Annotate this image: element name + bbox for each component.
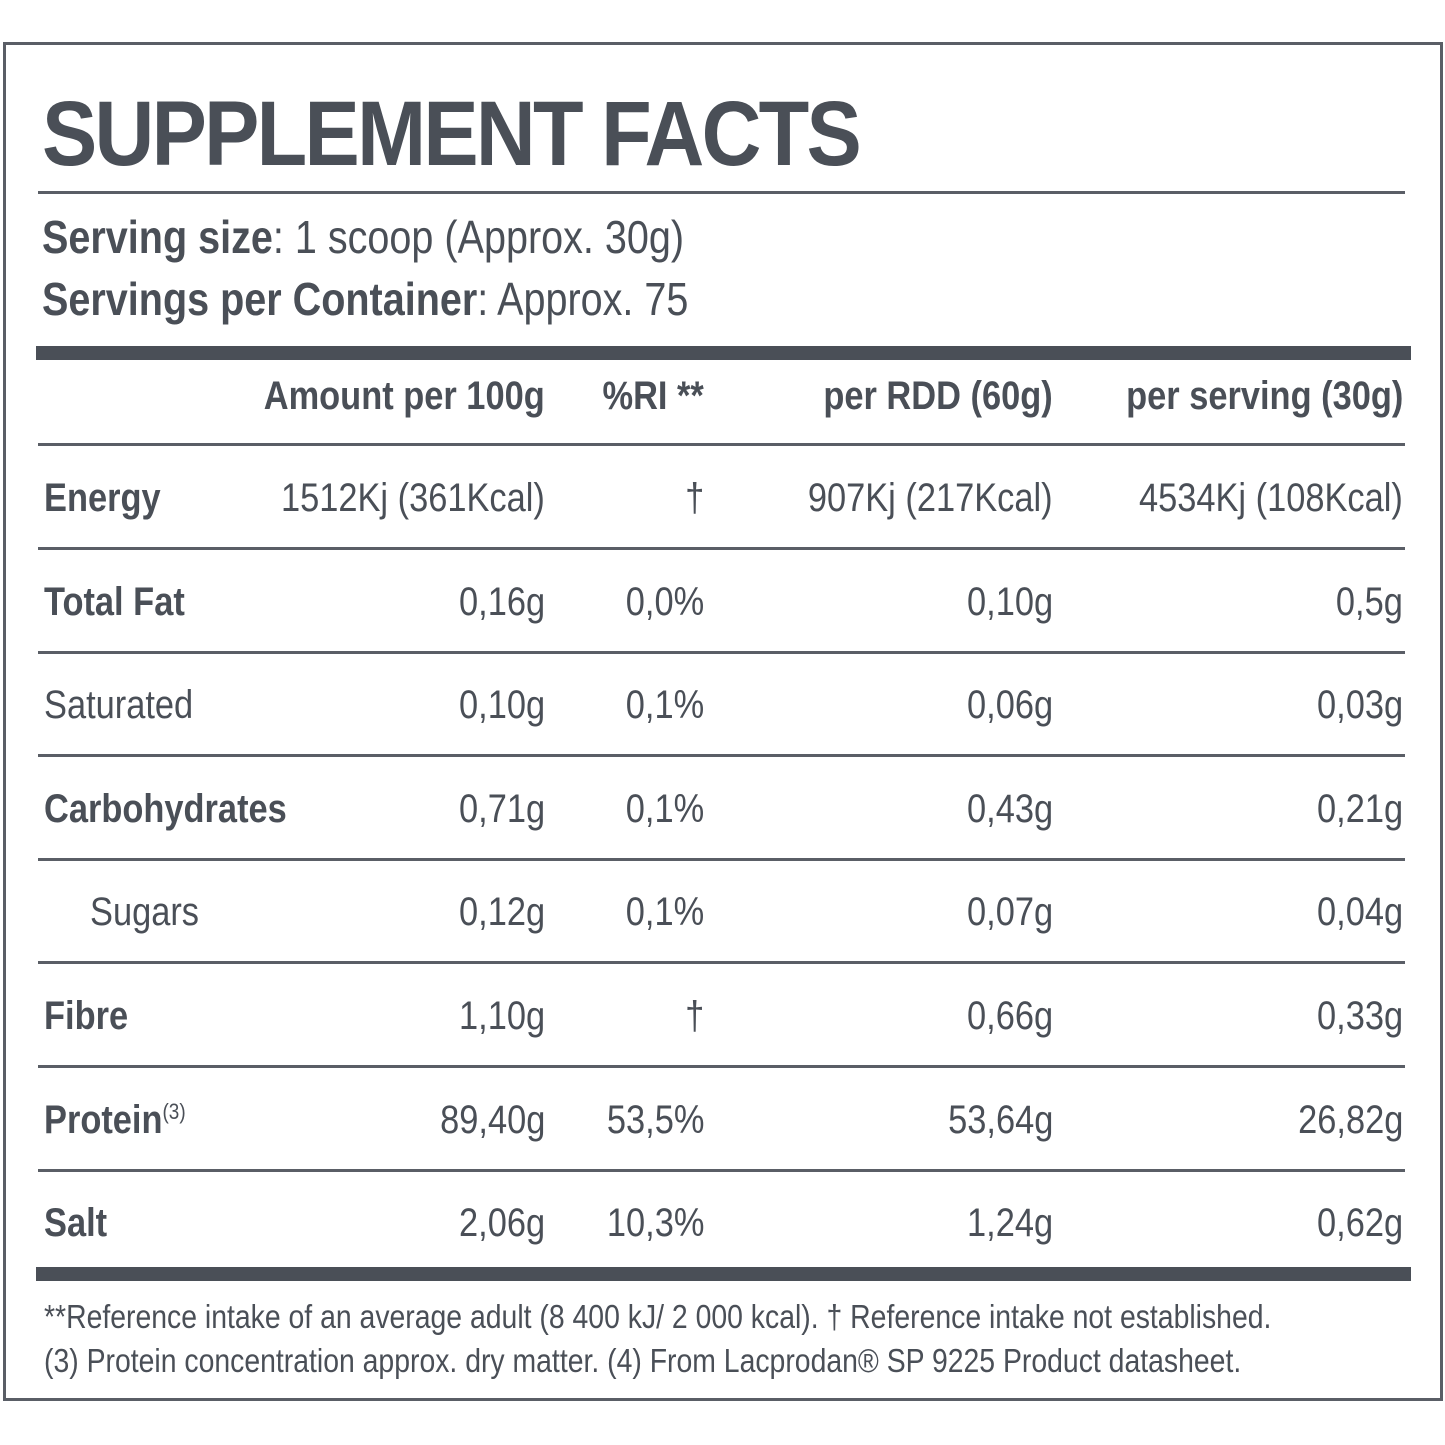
- cell-value: 0,16g: [458, 579, 545, 624]
- cell-value: †: [684, 994, 704, 1038]
- cell-value: 0,10g: [458, 683, 545, 728]
- cell-value: 0,71g: [458, 786, 545, 831]
- footnote-ref: (3): [162, 1098, 186, 1124]
- row-label: Sugars: [90, 890, 199, 935]
- nutrient-name: Fibre: [44, 994, 129, 1038]
- row-label: Salt: [44, 1201, 107, 1246]
- thick-divider: [36, 346, 1411, 360]
- cell-value: 2,06g: [458, 1201, 545, 1246]
- label-frame: [3, 42, 1443, 1401]
- cell-value: 0,43g: [966, 786, 1053, 831]
- servings-per-container-label: Servings per Container: [42, 273, 478, 325]
- cell-value: 1,24g: [966, 1201, 1053, 1246]
- cell-value: 53,64g: [947, 1097, 1053, 1142]
- row-divider: [38, 1065, 1405, 1068]
- cell-value: 1512Kj (361Kcal): [281, 476, 545, 520]
- thick-divider: [36, 1267, 1411, 1281]
- cell-value: 10,3%: [606, 1201, 704, 1246]
- cell-value: 907Kj (217Kcal): [808, 476, 1053, 520]
- nutrient-name: Saturated: [44, 683, 194, 728]
- row-label: Protein(3): [44, 1098, 186, 1143]
- row-divider: [38, 857, 1405, 861]
- row-divider: [38, 547, 1405, 550]
- cell-value: 0,62g: [1316, 1201, 1403, 1246]
- nutrient-name: Protein: [44, 1097, 163, 1142]
- serving-size-value: : 1 scoop (Approx. 30g): [272, 211, 685, 263]
- cell-value: 0,66g: [966, 994, 1053, 1038]
- cell-value: 4534Kj (108Kcal): [1139, 476, 1403, 520]
- nutrient-name: Total Fat: [44, 579, 185, 624]
- cell-value: 0,12g: [458, 890, 545, 935]
- cell-value: 0,03g: [1316, 683, 1403, 728]
- cell-value: 0,1%: [625, 890, 704, 935]
- cell-value: 0,33g: [1316, 994, 1403, 1038]
- row-label: Energy: [44, 476, 161, 521]
- cell-value: 1,10g: [458, 994, 545, 1038]
- row-label: Total Fat: [44, 580, 185, 625]
- row-divider: [38, 754, 1405, 758]
- serving-size: Serving size: 1 scoop (Approx. 30g): [42, 210, 684, 264]
- cell-value: 0,0%: [625, 579, 704, 624]
- row-divider: [38, 961, 1405, 965]
- cell-value: 0,06g: [966, 683, 1053, 728]
- cell-value: 0,07g: [966, 890, 1053, 935]
- cell-value: 26,82g: [1297, 1097, 1403, 1142]
- column-header: per RDD (60g): [823, 374, 1053, 418]
- footnote: (3) Protein concentration approx. dry ma…: [44, 1342, 1242, 1379]
- cell-value: 0,1%: [625, 786, 704, 831]
- row-label: Saturated: [44, 683, 193, 728]
- column-header: %RI **: [602, 374, 704, 418]
- footnote: **Reference intake of an average adult (…: [44, 1298, 1272, 1335]
- cell-value: 0,1%: [625, 683, 704, 728]
- cell-value: 0,10g: [966, 579, 1053, 624]
- row-label: Carbohydrates: [44, 787, 287, 832]
- nutrient-name: Energy: [44, 476, 161, 520]
- cell-value: 0,5g: [1336, 579, 1403, 624]
- servings-per-container: Servings per Container: Approx. 75: [42, 272, 688, 326]
- cell-value: 0,04g: [1316, 890, 1403, 935]
- row-divider: [38, 1168, 1405, 1172]
- column-header: per serving (30g): [1125, 374, 1403, 418]
- nutrient-name: Salt: [44, 1201, 108, 1246]
- cell-value: †: [684, 476, 704, 520]
- nutrient-name: Sugars: [90, 890, 200, 935]
- cell-value: 0,21g: [1316, 786, 1403, 831]
- divider: [38, 191, 1405, 194]
- cell-value: 89,40g: [439, 1097, 545, 1142]
- cell-value: 53,5%: [606, 1097, 704, 1142]
- serving-size-label: Serving size: [42, 211, 273, 263]
- page-title: SUPPLEMENT FACTS: [42, 83, 862, 185]
- nutrient-name: Carbohydrates: [44, 786, 287, 831]
- servings-per-container-value: : Approx. 75: [477, 273, 689, 325]
- row-divider: [38, 650, 1405, 654]
- column-header: Amount per 100g: [264, 374, 545, 418]
- row-label: Fibre: [44, 994, 128, 1039]
- row-divider: [38, 443, 1405, 446]
